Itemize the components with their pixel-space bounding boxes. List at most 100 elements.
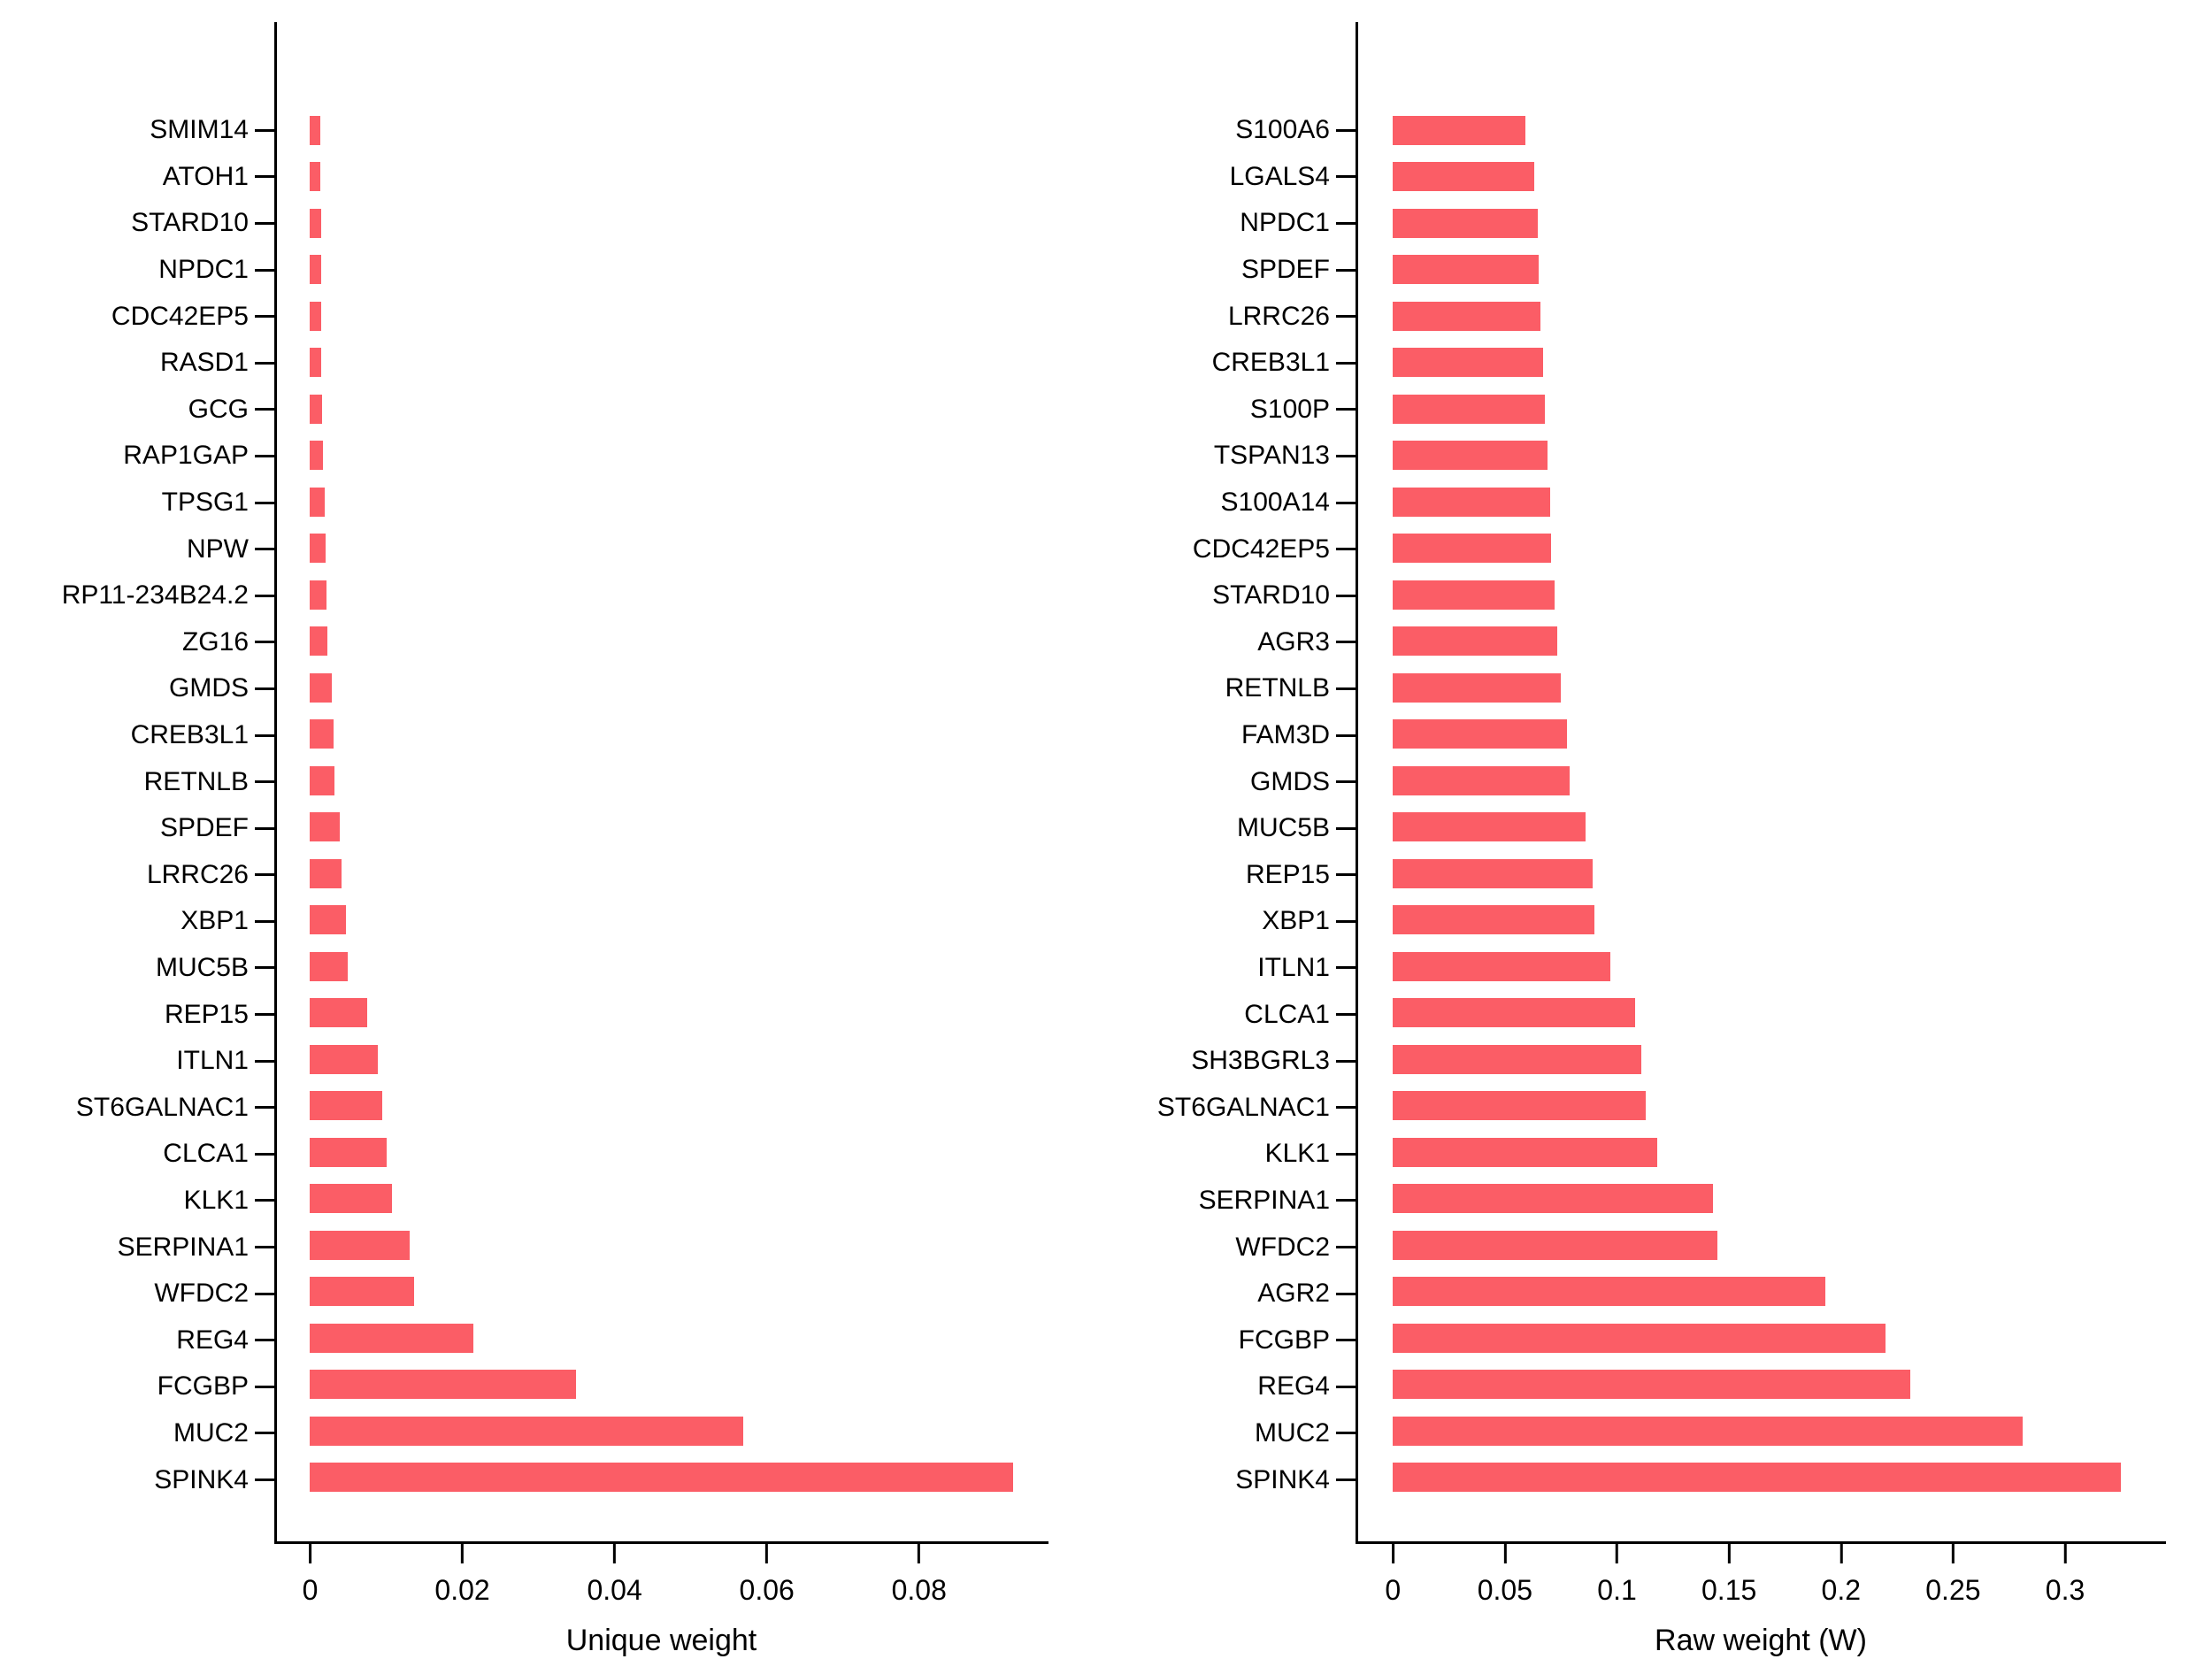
- y-tick: [1336, 1292, 1356, 1295]
- bar-SERPINA1: [1393, 1184, 1714, 1214]
- y-tick: [1336, 221, 1356, 225]
- y-tick: [255, 1339, 274, 1342]
- y-axis-row: GMDS: [1106, 758, 1356, 805]
- y-tick: [1336, 1152, 1356, 1156]
- bar-RETNLB: [310, 765, 334, 795]
- bar-row: [1358, 1036, 2166, 1083]
- y-axis-label: SMIM14: [150, 115, 249, 145]
- y-axis-row: WFDC2: [1106, 1224, 1356, 1271]
- y-axis-row: ZG16: [0, 619, 274, 666]
- y-axis-row: FCGBP: [0, 1363, 274, 1410]
- y-axis-row: NPDC1: [1106, 200, 1356, 247]
- y-tick: [255, 1479, 274, 1482]
- bar-SMIM14: [310, 115, 320, 145]
- bar-LGALS4: [1393, 162, 1534, 192]
- bar-FCGBP: [1393, 1323, 1886, 1353]
- y-axis-labels: SMIM14 ATOH1 STARD10 NPDC1 CDC42EP5 RASD1 GCG R…: [0, 22, 274, 1544]
- y-tick: [255, 408, 274, 411]
- y-axis-row: SERPINA1: [0, 1224, 274, 1271]
- x-tick-mark: [1391, 1541, 1394, 1563]
- y-axis-label: AGR2: [1257, 1279, 1330, 1309]
- x-tick-label: 0.02: [434, 1574, 490, 1606]
- bar-row: [277, 897, 1048, 944]
- y-axis-row: CLCA1: [1106, 991, 1356, 1038]
- y-axis-row: STARD10: [1106, 572, 1356, 619]
- x-tick-label: 0.06: [739, 1574, 795, 1606]
- bar-row: [1358, 943, 2166, 990]
- y-axis-label: SERPINA1: [117, 1232, 249, 1262]
- bar-row: [277, 1408, 1048, 1455]
- bars-container: [1358, 22, 2166, 1541]
- y-axis-row: S100A14: [1106, 480, 1356, 526]
- bar-S100P: [1393, 394, 1546, 424]
- y-axis-label: S100A6: [1235, 115, 1330, 145]
- bar-FCGBP: [310, 1370, 576, 1400]
- x-tick-label: 0: [1385, 1574, 1402, 1606]
- y-tick: [255, 1059, 274, 1063]
- y-axis-label: ST6GALNAC1: [75, 1092, 249, 1122]
- bar-ST6GALNAC1: [310, 1091, 383, 1121]
- y-axis-row: GCG: [0, 387, 274, 434]
- y-tick: [255, 594, 274, 597]
- bar-row: [1358, 897, 2166, 944]
- y-axis-label: ZG16: [181, 626, 249, 657]
- bar-row: [1358, 757, 2166, 804]
- y-axis-label: ITLN1: [1257, 952, 1330, 982]
- y-axis-row: AGR3: [1106, 619, 1356, 666]
- y-axis-label: NPW: [187, 534, 249, 564]
- y-axis-row: STARD10: [0, 200, 274, 247]
- bar-row: [277, 1036, 1048, 1083]
- y-axis-label: GCG: [188, 394, 249, 424]
- y-tick: [1336, 175, 1356, 179]
- bar-SH3BGRL3: [1393, 1044, 1642, 1074]
- y-axis-row: GMDS: [0, 665, 274, 712]
- y-tick: [1336, 919, 1356, 923]
- bar-row: [277, 340, 1048, 387]
- y-tick: [1336, 268, 1356, 272]
- y-axis-label: ITLN1: [176, 1046, 249, 1076]
- x-axis-ticks: 0 0.02 0.04 0.06 0.08: [277, 1541, 1048, 1656]
- y-axis-label: RETNLB: [143, 766, 249, 796]
- y-axis-label: FCGBP: [1238, 1325, 1330, 1355]
- y-axis-label: RP11-234B24.2: [61, 580, 249, 611]
- y-axis-labels: S100A6 LGALS4 NPDC1 SPDEF LRRC26 CREB3L1 S100P…: [1106, 22, 1356, 1544]
- bar-row: [1358, 572, 2166, 618]
- y-axis-label: FAM3D: [1240, 720, 1330, 750]
- x-tick: 0.04: [587, 1541, 642, 1604]
- y-axis-row: RASD1: [0, 340, 274, 387]
- y-tick: [255, 221, 274, 225]
- y-tick: [255, 128, 274, 132]
- y-axis-label: S100P: [1249, 394, 1330, 424]
- x-tick-label: 0.3: [2045, 1574, 2085, 1606]
- y-tick: [255, 966, 274, 970]
- y-axis-label: RAP1GAP: [123, 441, 249, 471]
- bar-S100A6: [1393, 115, 1525, 145]
- y-axis-label: REG4: [176, 1325, 249, 1355]
- bar-row: [1358, 154, 2166, 201]
- y-tick: [255, 548, 274, 551]
- y-axis-label: SERPINA1: [1198, 1185, 1330, 1215]
- y-axis-row: MUC5B: [1106, 805, 1356, 852]
- bar-row: [277, 664, 1048, 711]
- bar-row: [277, 1269, 1048, 1316]
- y-axis-row: ATOH1: [0, 154, 274, 201]
- bar-row: [1358, 804, 2166, 851]
- y-axis-label: MUC5B: [155, 952, 249, 982]
- bar-row: [277, 526, 1048, 572]
- y-axis-row: FCGBP: [1106, 1317, 1356, 1363]
- bar-REG4: [310, 1323, 473, 1353]
- bar-ITLN1: [1393, 951, 1610, 981]
- y-axis-row: SMIM14: [0, 107, 274, 154]
- x-tick-mark: [918, 1541, 921, 1563]
- bar-CDC42EP5: [310, 301, 321, 331]
- y-axis-label: MUC2: [1254, 1417, 1330, 1448]
- y-axis-row: NPDC1: [0, 247, 274, 294]
- y-axis-label: NPDC1: [158, 255, 249, 285]
- bar-CDC42EP5: [1393, 534, 1551, 564]
- x-tick-mark: [613, 1541, 617, 1563]
- y-tick: [255, 641, 274, 644]
- bar-RP11-234B24.2: [310, 580, 326, 610]
- y-axis-row: XBP1: [0, 898, 274, 945]
- y-axis-row: SPDEF: [1106, 247, 1356, 294]
- bar-NPW: [310, 534, 326, 564]
